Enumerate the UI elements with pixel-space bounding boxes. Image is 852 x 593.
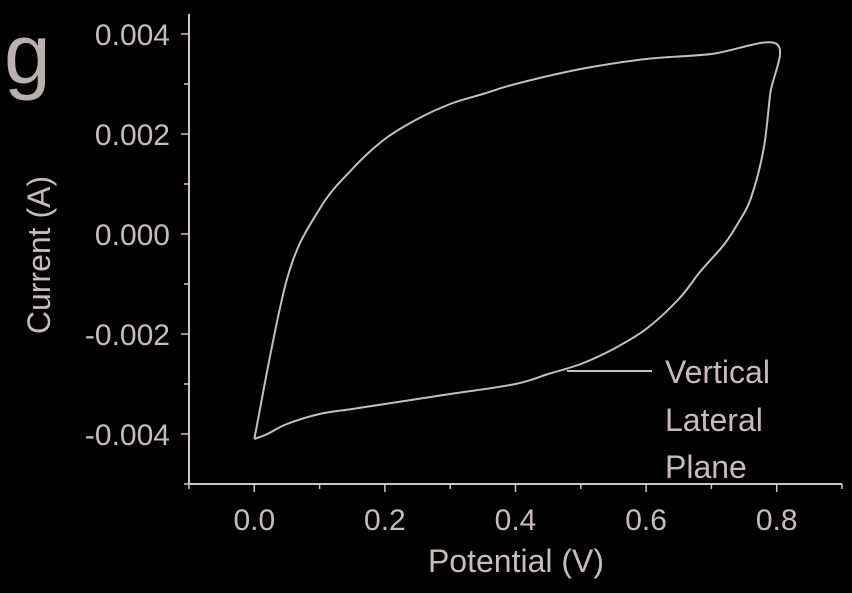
legend-label-line-2: Lateral bbox=[665, 402, 763, 438]
x-tick-label: 0.8 bbox=[756, 504, 798, 537]
x-tick-label: 0.2 bbox=[364, 504, 406, 537]
legend-label-line-1: Vertical bbox=[665, 354, 770, 390]
x-tick-label: 0.4 bbox=[495, 504, 537, 537]
x-axis-title: Potential (V) bbox=[428, 543, 604, 579]
y-tick-label: 0.004 bbox=[95, 19, 170, 52]
legend-label-line-3: Plane bbox=[665, 449, 747, 485]
axis-ticks bbox=[181, 33, 843, 492]
y-tick-label: 0.000 bbox=[95, 219, 170, 252]
y-tick-label: -0.004 bbox=[85, 419, 170, 452]
legend: Vertical Lateral Plane bbox=[567, 354, 770, 485]
x-tick-label: 0.0 bbox=[233, 504, 275, 537]
y-axis-title: Current (A) bbox=[21, 176, 57, 334]
y-tick-label: 0.002 bbox=[95, 119, 170, 152]
panel-label: g bbox=[4, 7, 51, 101]
y-tick-labels: 0.004 0.002 0.000 -0.002 -0.004 bbox=[85, 19, 170, 452]
cv-curve bbox=[253, 41, 782, 440]
x-tick-labels: 0.0 0.2 0.4 0.6 0.8 bbox=[233, 504, 797, 537]
y-tick-label: -0.002 bbox=[85, 319, 170, 352]
x-tick-label: 0.6 bbox=[625, 504, 667, 537]
